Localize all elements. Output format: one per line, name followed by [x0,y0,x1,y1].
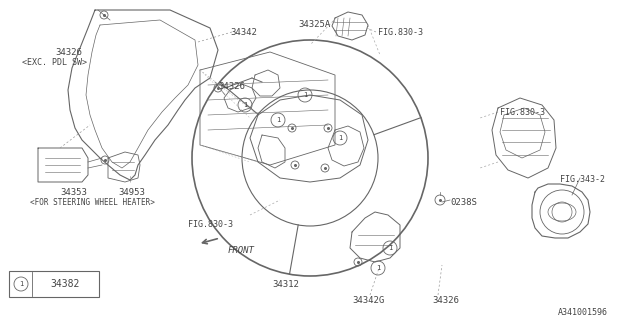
Text: <EXC. PDL SW>: <EXC. PDL SW> [22,58,87,67]
Text: FIG.343-2: FIG.343-2 [560,175,605,184]
Text: 34342G: 34342G [352,296,384,305]
Text: <FOR STEERING WHEEL HEATER>: <FOR STEERING WHEEL HEATER> [30,198,155,207]
Text: FIG.830-3: FIG.830-3 [378,28,423,37]
Text: FIG.830-3: FIG.830-3 [500,108,545,117]
Text: 34326: 34326 [218,82,245,91]
Text: 1: 1 [376,265,380,271]
Text: 34353: 34353 [60,188,87,197]
Text: 0238S: 0238S [450,198,477,207]
Text: 1: 1 [19,281,23,287]
Text: 34326: 34326 [432,296,459,305]
Text: 34342: 34342 [230,28,257,37]
Text: 1: 1 [243,102,247,108]
Text: 34326: 34326 [55,48,82,57]
Text: 34312: 34312 [272,280,299,289]
Text: 34325A: 34325A [298,20,330,29]
Text: 1: 1 [388,245,392,251]
FancyBboxPatch shape [9,271,99,297]
Text: 1: 1 [338,135,342,141]
Text: 1: 1 [303,92,307,98]
Text: FIG.830-3: FIG.830-3 [188,220,233,229]
Text: FRONT: FRONT [228,246,255,255]
Text: 34953: 34953 [118,188,145,197]
Text: 34382: 34382 [51,279,80,289]
Text: 1: 1 [276,117,280,123]
Text: A341001596: A341001596 [558,308,608,317]
